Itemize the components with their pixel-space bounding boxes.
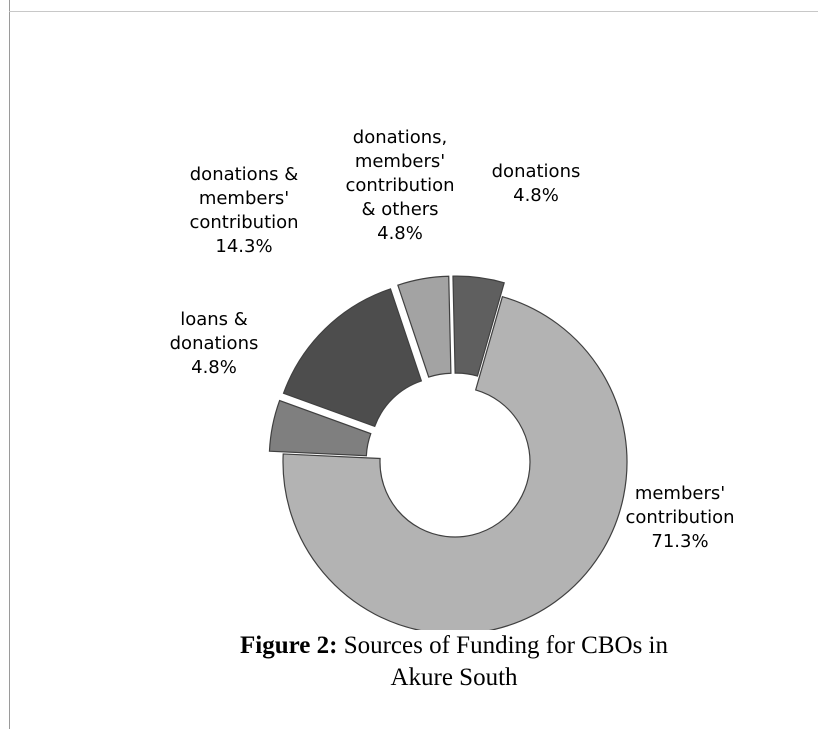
slice-label-2-line-1: loans & bbox=[180, 309, 248, 330]
page-frame-left-border bbox=[9, 0, 10, 729]
slice-label-3: donations & members' contribution 14.3% bbox=[189, 164, 298, 257]
slice-label-4-line-3: contribution bbox=[345, 175, 454, 196]
slice-label-1-line-1: members' bbox=[635, 483, 725, 504]
slice-label-3-line-3: contribution bbox=[189, 212, 298, 233]
slice-label-5: donations 4.8% bbox=[492, 161, 581, 206]
donut-slice-3 bbox=[282, 288, 423, 428]
slice-label-1-line-2: contribution bbox=[625, 507, 734, 528]
caption-title-part-1: Sources of Funding for CBOs in bbox=[337, 632, 668, 659]
slice-label-1-line-3: 71.3% bbox=[651, 531, 708, 552]
caption-line-1: Figure 2: Sources of Funding for CBOs in bbox=[45, 632, 818, 660]
donut-slice-4 bbox=[397, 275, 452, 378]
donut-slice-2 bbox=[268, 399, 372, 457]
slice-label-2-line-3: 4.8% bbox=[191, 357, 237, 378]
slice-label-2-line-2: donations bbox=[170, 333, 259, 354]
slice-label-2: loans & donations 4.8% bbox=[170, 309, 259, 378]
slice-label-4-line-5: 4.8% bbox=[377, 223, 423, 244]
slice-label-5-line-1: donations bbox=[492, 161, 581, 182]
slice-label-4-line-1: donations, bbox=[353, 127, 447, 148]
donut-slice-5 bbox=[452, 275, 505, 377]
caption-line-2: Akure South bbox=[390, 664, 518, 691]
slice-label-3-line-1: donations & bbox=[190, 164, 299, 185]
slice-labels: members' contribution 71.3% loans & donation… bbox=[170, 127, 735, 552]
page-frame-top-border bbox=[9, 11, 818, 12]
slice-label-1: members' contribution 71.3% bbox=[625, 483, 734, 552]
slice-label-4: donations, members' contribution & others 4.… bbox=[345, 127, 454, 244]
donut-chart: members' contribution 71.3% loans & donation… bbox=[170, 127, 735, 630]
caption-figure-number: Figure 2: bbox=[240, 632, 338, 659]
donut-slice-1 bbox=[282, 295, 628, 630]
slice-label-5-line-2: 4.8% bbox=[513, 185, 559, 206]
donut-slices bbox=[268, 275, 628, 630]
slice-label-4-line-2: members' bbox=[355, 151, 445, 172]
slice-label-4-line-4: & others bbox=[361, 199, 438, 220]
slice-label-3-line-2: members' bbox=[199, 188, 289, 209]
slice-label-3-line-4: 14.3% bbox=[215, 236, 272, 257]
